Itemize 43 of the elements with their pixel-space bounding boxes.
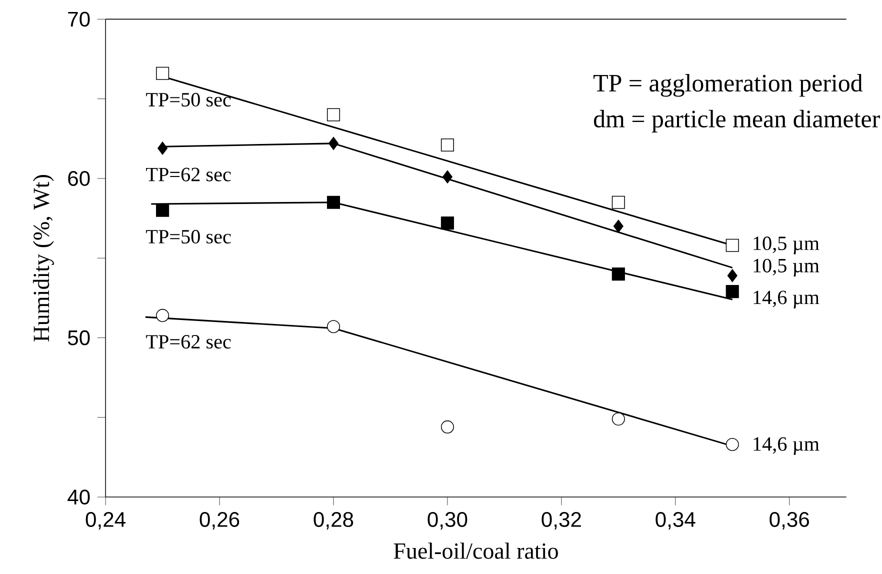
point (326, 320, 340, 334)
point (158, 142, 168, 155)
y-tick-label: 60 (68, 171, 90, 186)
y-tick-label: 40 (68, 490, 90, 505)
annotation: dm = particle mean diameter (594, 110, 880, 133)
y-tick-label: 70 (68, 12, 90, 27)
annotation: 14,6 µm (754, 290, 820, 308)
point (156, 66, 170, 80)
annotation: TP=62 sec (146, 168, 231, 182)
annotation: TP = agglomeration period (594, 74, 863, 97)
point (612, 268, 625, 281)
point (726, 238, 739, 252)
point (326, 108, 340, 122)
point (156, 309, 170, 322)
annotation: 14,6 µm (754, 437, 820, 455)
y-tick-label: 50 (68, 330, 90, 346)
point (328, 136, 338, 150)
x-tick-label: 0,36 (770, 512, 809, 530)
point (726, 438, 739, 452)
annotation: TP=62 sec (146, 335, 231, 349)
point (156, 204, 170, 217)
point (612, 412, 625, 426)
x-tick-label: 0,34 (656, 512, 696, 530)
x-tick-label: 0,30 (428, 512, 468, 530)
annotation: 10,5 µm (754, 258, 820, 277)
point (326, 196, 340, 209)
x-tick-label: 0,24 (86, 512, 126, 530)
point (440, 420, 454, 434)
x-tick-label: 0,26 (200, 512, 240, 530)
point (440, 138, 454, 152)
point (440, 216, 454, 230)
y-axis-title: Humidity (%, Wt) (32, 175, 54, 342)
x-tick-label: 0,32 (542, 512, 581, 530)
point (612, 196, 625, 209)
point (442, 170, 452, 184)
annotation: 10,5 µm (754, 236, 820, 254)
annotation: TP=50 sec (146, 230, 231, 244)
point (613, 220, 624, 233)
annotation: TP=50 sec (146, 93, 231, 107)
x-tick-label: 0,28 (314, 512, 354, 530)
x-axis-title: Fuel-oil/coal ratio (394, 542, 558, 559)
point (727, 269, 738, 282)
point (726, 285, 739, 298)
